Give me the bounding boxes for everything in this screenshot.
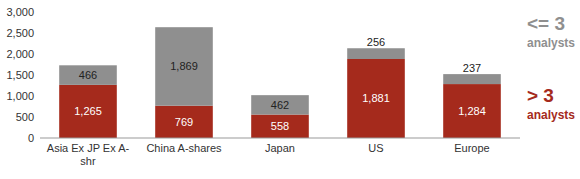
legend-line: > 3	[527, 85, 554, 106]
bar-segment	[59, 85, 117, 138]
bar-segment	[251, 115, 309, 138]
data-label: 558	[271, 120, 289, 132]
bar-segment	[347, 59, 405, 138]
y-tick-label: 2,500	[6, 27, 34, 39]
legend-entry: <= 3 analysts	[527, 13, 575, 50]
legend-line: analysts	[527, 36, 575, 50]
chart: 0 500 1,000 1,500 2,000 2,500 3,000 1,265 769 558…	[0, 0, 580, 179]
y-tick-label: 1,500	[6, 69, 34, 81]
x-tick-label: US	[368, 142, 383, 154]
legend-entry: > 3 analysts	[527, 85, 575, 122]
data-label: 237	[463, 62, 481, 74]
data-label: 769	[175, 116, 193, 128]
x-tick-label: Asia Ex JP Ex A-shr	[47, 142, 130, 167]
x-tick-label-line: Asia Ex JP Ex A-	[47, 142, 130, 154]
y-tick-label: 1,000	[6, 90, 34, 102]
x-tick-label: China A-shares	[146, 142, 222, 154]
data-label: 256	[367, 36, 385, 48]
bar-segment	[251, 95, 309, 114]
bar-segment	[443, 74, 501, 84]
y-axis-line	[40, 12, 41, 138]
y-tick-label: 3,000	[6, 6, 34, 18]
x-tick-label: Japan	[265, 142, 295, 154]
data-label: 462	[271, 99, 289, 111]
data-label: 1,265	[74, 105, 102, 117]
data-label: 1,881	[362, 92, 390, 104]
legend-line: analysts	[527, 108, 575, 122]
bar-segment	[59, 65, 117, 85]
data-label: 1,284	[458, 105, 486, 117]
x-tick-label-line: shr	[80, 155, 96, 167]
y-tick-label: 0	[28, 132, 34, 144]
bar-segment	[155, 27, 213, 105]
bar-segment	[347, 48, 405, 59]
x-tick-label: Europe	[454, 142, 489, 154]
legend-line: <= 3	[527, 13, 565, 34]
bar-segment	[155, 106, 213, 138]
bars	[59, 27, 501, 138]
y-tick-label: 500	[16, 111, 34, 123]
x-axis-line	[40, 138, 520, 139]
data-label: 1,869	[170, 60, 198, 72]
data-label: 466	[79, 69, 97, 81]
y-tick-label: 2,000	[6, 48, 34, 60]
bar-segment	[443, 84, 501, 138]
